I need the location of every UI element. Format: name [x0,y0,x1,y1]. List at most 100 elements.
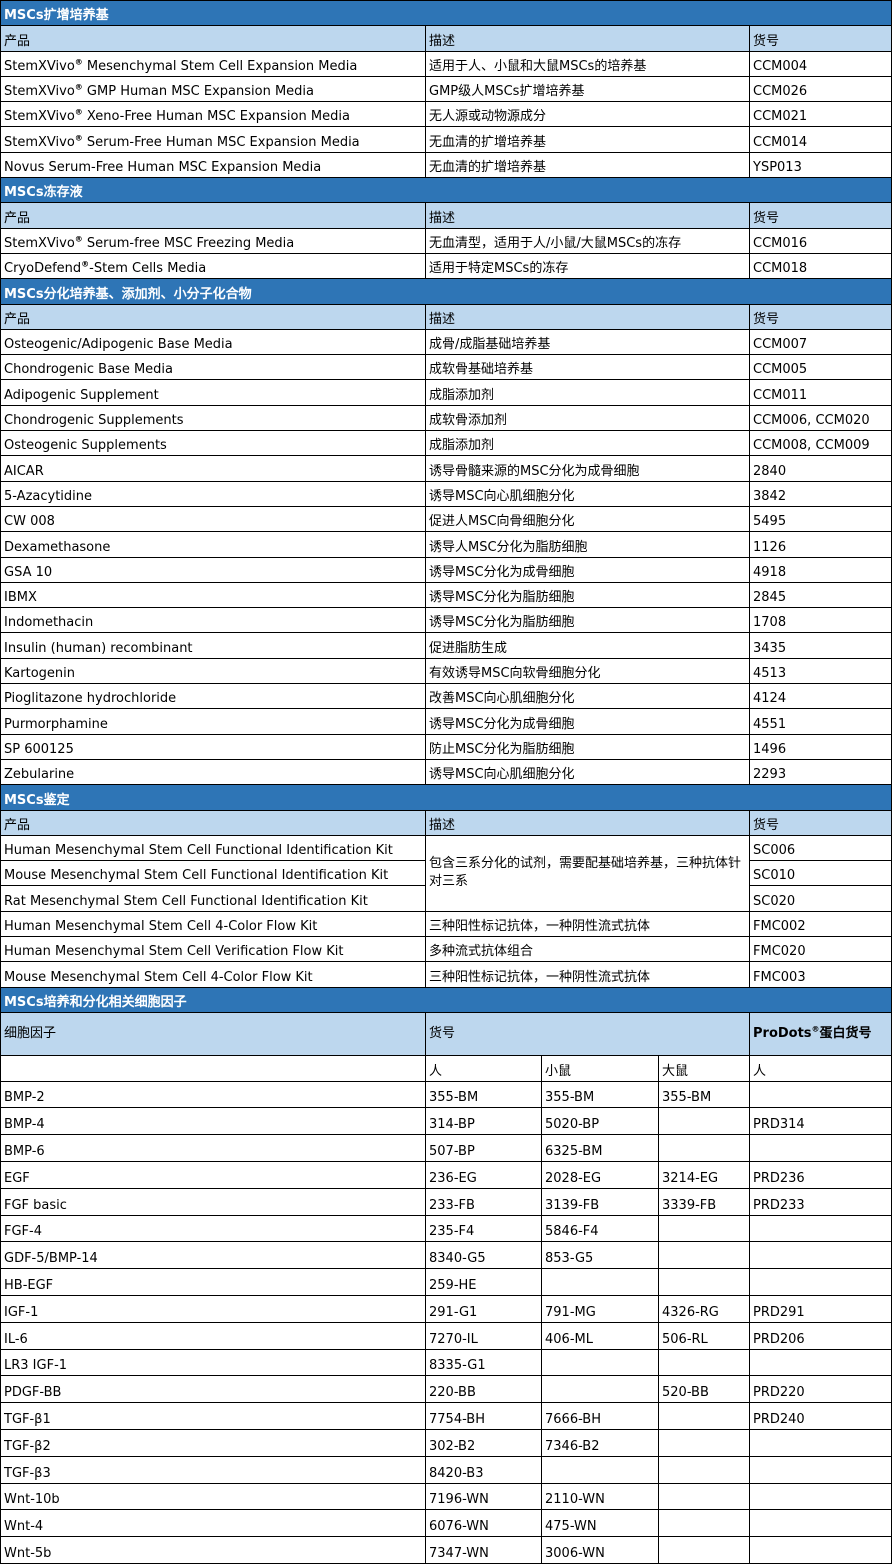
rat-catalog [658,1214,750,1243]
description: 改善MSC向心肌细胞分化 [425,683,750,710]
catalog-number: YSP013 [748,151,892,179]
mouse-catalog [541,1455,659,1484]
human-catalog: 233-FB [425,1187,542,1216]
product-name: StemXVivo® Serum-free MSC Freezing Media [0,227,426,254]
rat-catalog: 3339-FB [658,1187,750,1216]
product-name: Chondrogenic Base Media [0,354,426,381]
rat-catalog [658,1429,750,1457]
cytokine-name: Wnt-4 [0,1509,426,1538]
table-row: BMP-6 507-BP 6325-BM [0,1134,892,1163]
product-name: Human Mesenchymal Stem Cell 4-Color Flow… [0,910,426,937]
description: 有效诱导MSC向软骨细胞分化 [425,657,750,685]
prodots-catalog: PRD206 [748,1321,892,1350]
column-header-catalog: 货号 [748,25,892,52]
mouse-catalog: 7346-B2 [541,1429,659,1457]
prodots-catalog: PRD291 [748,1295,892,1323]
rat-catalog [658,1134,750,1163]
description: 诱导MSC分化为成骨细胞 [425,556,750,583]
rat-catalog: 4326-RG [658,1295,750,1323]
product-name: GSA 10 [0,556,426,583]
section-title: MSCs鉴定 [0,784,892,811]
mouse-catalog: 791-MG [541,1295,659,1323]
rat-catalog [658,1536,750,1564]
table-row: TGF-β2 302-B2 7346-B2 [0,1429,892,1457]
human-catalog: 507-BP [425,1134,542,1163]
table-row: FGF basic 233-FB 3139-FB 3339-FB PRD233 [0,1187,892,1216]
section-header: MSCs培养和分化相关细胞因子 [0,986,892,1013]
catalog-number: 1496 [748,733,892,760]
catalog-number: CCM016 [748,227,892,254]
human-catalog: 235-F4 [425,1214,542,1243]
column-header-prodots: ProDots®蛋白货号 [748,1011,892,1056]
rat-catalog [658,1509,750,1538]
table-row: Purmorphamine 诱导MSC分化为成骨细胞 4551 [0,708,892,735]
column-header-row: 产品 描述 货号 [0,809,892,836]
cytokine-name: LR3 IGF-1 [0,1348,426,1377]
rat-catalog [658,1402,750,1431]
table-row: Human Mesenchymal Stem Cell 4-Color Flow… [0,910,892,937]
table-row: Wnt-4 6076-WN 475-WN [0,1509,892,1538]
product-name: Dexamethasone [0,531,426,558]
description: 三种阳性标记抗体，一种阴性流式抗体 [425,910,750,937]
mouse-catalog: 6325-BM [541,1134,659,1163]
prodots-catalog [748,1455,892,1484]
prodots-catalog [748,1134,892,1163]
catalog-number: 4918 [748,556,892,583]
human-catalog: 236-EG [425,1161,542,1189]
cytokine-name: TGF-β3 [0,1455,426,1484]
column-header-row: 产品 描述 货号 [0,25,892,52]
table-row: GSA 10 诱导MSC分化为成骨细胞 4918 [0,556,892,583]
table-row: Wnt-10b 7196-WN 2110-WN [0,1482,892,1511]
catalog-number: 3435 [748,632,892,659]
description: 诱导MSC分化为脂肪细胞 [425,581,750,609]
table-row: Osteogenic Supplements 成脂添加剂 CCM008, CCM00… [0,430,892,457]
section-title: MSCs冻存液 [0,177,892,204]
product-name: Mouse Mesenchymal Stem Cell 4-Color Flow… [0,961,426,988]
mouse-catalog: 853-G5 [541,1241,659,1270]
column-header-row: 产品 描述 货号 [0,303,892,330]
catalog-number: 2293 [748,758,892,786]
product-name: StemXVivo® Xeno-Free Human MSC Expansion… [0,101,426,128]
cytokine-name: IGF-1 [0,1295,426,1323]
column-header-catalog: 货号 [425,1011,750,1056]
human-catalog: 6076-WN [425,1509,542,1538]
rat-catalog: 355-BM [658,1080,750,1109]
mouse-catalog: 5020-BP [541,1107,659,1136]
cytokine-name: TGF-β1 [0,1402,426,1431]
product-name: Purmorphamine [0,708,426,735]
table-row: CW 008 促进人MSC向骨细胞分化 5495 [0,505,892,533]
table-row: StemXVivo® Mesenchymal Stem Cell Expansi… [0,50,892,77]
description: 适用于人、小鼠和大鼠MSCs的培养基 [425,50,750,77]
cytokine-name: Wnt-5b [0,1536,426,1564]
product-name: Human Mesenchymal Stem Cell Verification… [0,935,426,963]
catalog-number: 1126 [748,531,892,558]
catalog-number: CCM011 [748,379,892,406]
mouse-catalog: 355-BM [541,1080,659,1109]
table-row: StemXVivo® Serum-free MSC Freezing Media… [0,227,892,254]
description: 成脂添加剂 [425,379,750,406]
description: 诱导骨髓来源的MSC分化为成骨细胞 [425,455,750,482]
catalog-number: 1708 [748,607,892,634]
prodots-catalog [748,1429,892,1457]
rat-catalog [658,1455,750,1484]
cytokine-name: FGF-4 [0,1214,426,1243]
prodots-catalog: PRD240 [748,1402,892,1431]
catalog-number: FMC003 [748,961,892,988]
column-header-product: 产品 [0,25,426,52]
table-row: TGF-β1 7754-BH 7666-BH PRD240 [0,1402,892,1431]
catalog-number: 3842 [748,480,892,507]
table-row: Human Mesenchymal Stem Cell Functional I… [0,834,892,912]
product-name: SP 600125 [0,733,426,760]
cytokine-name: BMP-2 [0,1080,426,1109]
table-row: Insulin (human) recombinant 促进脂肪生成 3435 [0,632,892,659]
rat-catalog [658,1241,750,1270]
description: 多种流式抗体组合 [425,935,750,963]
product-name: IBMX [0,581,426,609]
prodots-catalog [748,1348,892,1377]
section-header: MSCs鉴定 [0,784,892,811]
table-row: Dexamethasone 诱导人MSC分化为脂肪细胞 1126 [0,531,892,558]
mouse-catalog: 5846-F4 [541,1214,659,1243]
product-name: StemXVivo® Mesenchymal Stem Cell Expansi… [0,50,426,77]
table-row: EGF 236-EG 2028-EG 3214-EG PRD236 [0,1161,892,1189]
product-name: Human Mesenchymal Stem Cell Functional I… [0,834,426,862]
